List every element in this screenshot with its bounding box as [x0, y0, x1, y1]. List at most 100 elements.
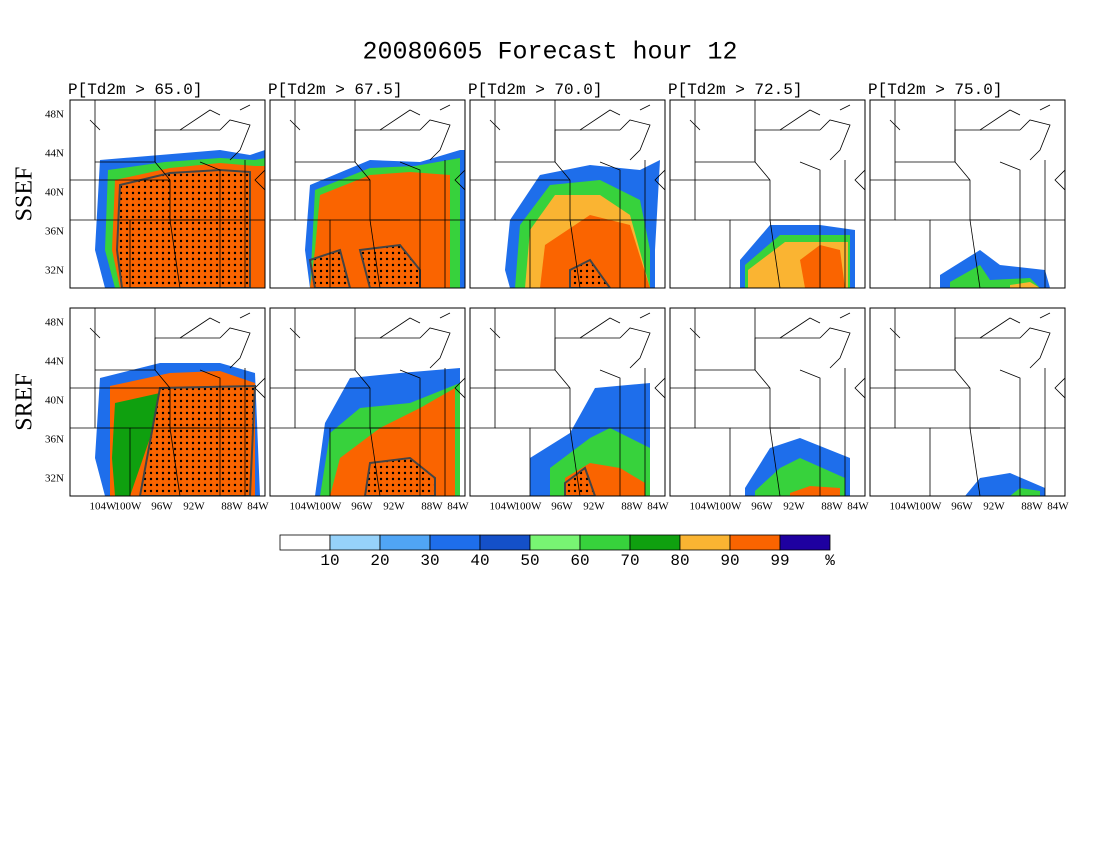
map-panel [469, 99, 666, 289]
state-border [239, 312, 251, 319]
panel-title: P[Td2m > 72.5] [668, 81, 802, 99]
state-border [554, 337, 620, 370]
figure-title: 20080605 Forecast hour 12 [362, 38, 737, 67]
state-border [779, 109, 821, 131]
state-border [619, 327, 651, 369]
state-border [799, 161, 821, 220]
map-background [870, 308, 1065, 496]
map-panel [669, 99, 866, 289]
lon-label: 84W [647, 501, 669, 513]
lat-label: 44N [45, 356, 64, 368]
state-border [799, 369, 821, 428]
colorbar-label: 70 [620, 552, 639, 570]
state-border [439, 104, 451, 111]
lon-label: 104W [890, 501, 918, 513]
state-border [219, 327, 251, 369]
colorbar-label: 50 [520, 552, 539, 570]
lon-label: 96W [351, 501, 373, 513]
map-fill [670, 100, 865, 288]
colorbar-label: 30 [420, 552, 439, 570]
colorbar-box [379, 534, 431, 551]
state-border [89, 119, 101, 131]
state-border [779, 317, 821, 339]
state-border [969, 219, 981, 288]
state-border [569, 219, 581, 288]
map-fill [270, 308, 465, 496]
lon-label: 104W [490, 501, 518, 513]
state-border [754, 129, 820, 162]
colorbar-label: 99 [770, 552, 789, 570]
row-label: SSEF [12, 167, 38, 222]
state-border [239, 104, 251, 111]
state-border [954, 337, 1020, 370]
panel-frame [869, 307, 1066, 497]
lon-label: 100W [315, 501, 343, 513]
state-border [1019, 119, 1051, 161]
lon-label: 88W [221, 501, 243, 513]
map-background [870, 100, 1065, 288]
lat-label: 40N [45, 187, 64, 199]
lon-label: 88W [821, 501, 843, 513]
state-border [999, 369, 1021, 428]
map-panel [269, 307, 466, 497]
map-fill [70, 308, 265, 496]
state-border [839, 104, 851, 111]
lon-label: 84W [447, 501, 469, 513]
map-panel [869, 307, 1066, 497]
colorbar-box [429, 534, 481, 551]
state-border [599, 161, 621, 220]
lon-label: 92W [383, 501, 405, 513]
panel-frame [469, 307, 666, 497]
panel-frame [269, 99, 466, 289]
colorbar-label: 60 [570, 552, 589, 570]
lon-label: 96W [751, 501, 773, 513]
state-border [689, 327, 701, 339]
colorbar-box [579, 534, 631, 551]
panel-frame [269, 307, 466, 497]
colorbar-label: 90 [720, 552, 739, 570]
map-fill [70, 100, 265, 288]
state-border [599, 369, 621, 428]
panel-title: P[Td2m > 70.0] [468, 81, 602, 99]
lon-label: 92W [983, 501, 1005, 513]
panel-title: P[Td2m > 65.0] [68, 81, 202, 99]
lon-label: 96W [151, 501, 173, 513]
state-border [179, 317, 221, 339]
lat-label: 44N [45, 148, 64, 160]
state-border [954, 129, 1020, 162]
state-border [839, 312, 851, 319]
lat-label: 40N [45, 395, 64, 407]
state-border [419, 119, 451, 161]
colorbar-label: 80 [670, 552, 689, 570]
panel-frame [669, 99, 866, 289]
state-border [399, 369, 421, 428]
shaded-area [1010, 282, 1040, 288]
panel-frame [469, 99, 666, 289]
colorbar: 10 20 30 40 50 60 70 80 90 99% [279, 534, 835, 570]
lon-label: 104W [290, 501, 318, 513]
panel-title: P[Td2m > 67.5] [268, 81, 402, 99]
state-border [1019, 327, 1051, 369]
lat-label: 48N [45, 317, 64, 329]
panel-title: P[Td2m > 75.0] [868, 81, 1002, 99]
state-border [639, 312, 651, 319]
state-border [769, 219, 781, 288]
panel-frame [69, 99, 266, 289]
colorbar-label: 20 [370, 552, 389, 570]
panel-frame [869, 99, 1066, 289]
state-border [379, 317, 421, 339]
lon-label: 84W [847, 501, 869, 513]
state-border [419, 327, 451, 369]
map-panel [469, 307, 666, 497]
lon-label: 100W [715, 501, 743, 513]
lat-label: 32N [45, 265, 64, 277]
lon-label: 104W [690, 501, 718, 513]
state-border [1054, 169, 1065, 191]
state-border [689, 119, 701, 131]
lat-label: 32N [45, 473, 64, 485]
state-border [89, 327, 101, 339]
lon-label: 84W [247, 501, 269, 513]
state-border [369, 219, 381, 288]
state-border [754, 337, 820, 370]
